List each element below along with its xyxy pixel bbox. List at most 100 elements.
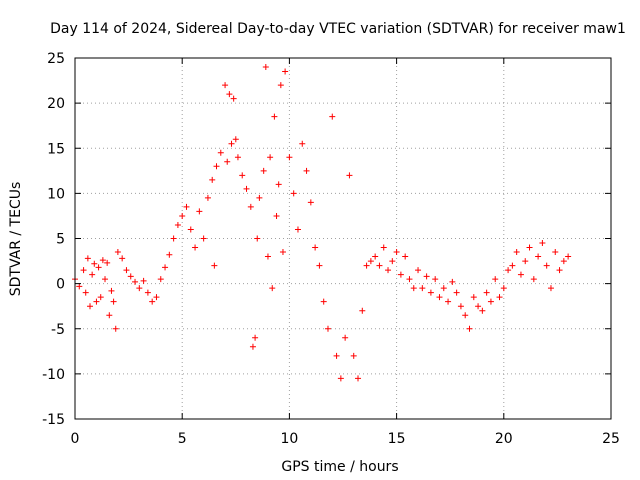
data-series-sdtvar — [72, 64, 572, 382]
data-point — [440, 285, 447, 292]
data-point — [436, 294, 443, 301]
data-point — [483, 289, 490, 296]
grid — [75, 58, 611, 419]
data-point — [213, 163, 220, 170]
data-point — [211, 262, 218, 269]
data-point — [267, 154, 274, 161]
data-point — [123, 267, 130, 274]
data-point — [273, 212, 280, 219]
data-point — [282, 68, 289, 75]
data-point — [256, 194, 263, 201]
data-point — [112, 325, 119, 332]
data-point — [556, 267, 563, 274]
data-point — [93, 298, 100, 305]
data-point — [269, 285, 276, 292]
data-point — [316, 262, 323, 269]
data-point — [179, 212, 186, 219]
data-point — [249, 343, 256, 350]
data-point — [509, 262, 516, 269]
x-tick-label: 0 — [71, 431, 80, 447]
data-point — [406, 276, 413, 283]
data-point — [119, 255, 126, 262]
y-tick-label: 20 — [47, 96, 65, 112]
x-axis-label: GPS time / hours — [281, 459, 398, 475]
data-point — [530, 276, 537, 283]
data-point — [466, 325, 473, 332]
data-point — [539, 240, 546, 247]
data-point — [217, 149, 224, 156]
data-point — [565, 253, 572, 260]
data-point — [487, 298, 494, 305]
data-point — [423, 273, 430, 280]
data-point — [385, 267, 392, 274]
data-point — [82, 289, 89, 296]
data-point — [560, 258, 567, 265]
data-point — [410, 285, 417, 292]
data-point — [239, 172, 246, 179]
data-point — [224, 158, 231, 165]
data-point — [157, 276, 164, 283]
data-point — [264, 253, 271, 260]
data-point — [470, 294, 477, 301]
x-tick-label: 25 — [602, 431, 620, 447]
data-point — [312, 244, 319, 251]
data-point — [222, 82, 229, 89]
data-point — [350, 352, 357, 359]
data-point — [252, 334, 259, 341]
data-point — [196, 208, 203, 215]
data-point — [337, 375, 344, 382]
data-point — [200, 235, 207, 242]
data-point — [162, 264, 169, 271]
y-tick-label: 25 — [47, 51, 65, 67]
data-point — [192, 244, 199, 251]
x-tick-label: 5 — [178, 431, 187, 447]
data-point — [496, 294, 503, 301]
data-point — [427, 289, 434, 296]
data-point — [475, 303, 482, 310]
y-tick-label: -10 — [42, 367, 65, 383]
data-point — [230, 95, 237, 102]
data-point — [84, 255, 91, 262]
data-point — [279, 249, 286, 256]
chart-title: Day 114 of 2024, Sidereal Day-to-day VTE… — [50, 21, 626, 37]
data-point — [132, 278, 139, 285]
data-point — [80, 267, 87, 274]
data-point — [89, 271, 96, 278]
data-point — [204, 194, 211, 201]
data-point — [91, 260, 98, 267]
data-point — [275, 181, 282, 188]
data-point — [228, 140, 235, 147]
y-tick-label: 15 — [47, 141, 65, 157]
data-point — [144, 289, 151, 296]
data-point — [277, 82, 284, 89]
data-point — [462, 312, 469, 319]
data-point — [376, 262, 383, 269]
data-point — [363, 262, 370, 269]
data-point — [372, 253, 379, 260]
data-point — [140, 277, 147, 284]
data-point — [505, 267, 512, 274]
data-point — [342, 334, 349, 341]
data-point — [333, 352, 340, 359]
data-point — [535, 253, 542, 260]
data-point — [232, 136, 239, 143]
data-point — [552, 249, 559, 256]
data-point — [402, 253, 409, 260]
data-point — [97, 294, 104, 301]
data-point — [108, 287, 115, 294]
x-tick-label: 15 — [388, 431, 406, 447]
data-point — [104, 259, 111, 266]
data-point — [247, 203, 254, 210]
data-point — [286, 154, 293, 161]
y-tick-label: 0 — [56, 277, 65, 293]
data-point — [547, 285, 554, 292]
data-point — [453, 289, 460, 296]
data-point — [226, 91, 233, 98]
data-point — [389, 258, 396, 265]
data-point — [320, 298, 327, 305]
data-point — [517, 271, 524, 278]
data-point — [543, 262, 550, 269]
data-point — [449, 278, 456, 285]
data-point — [99, 257, 106, 264]
